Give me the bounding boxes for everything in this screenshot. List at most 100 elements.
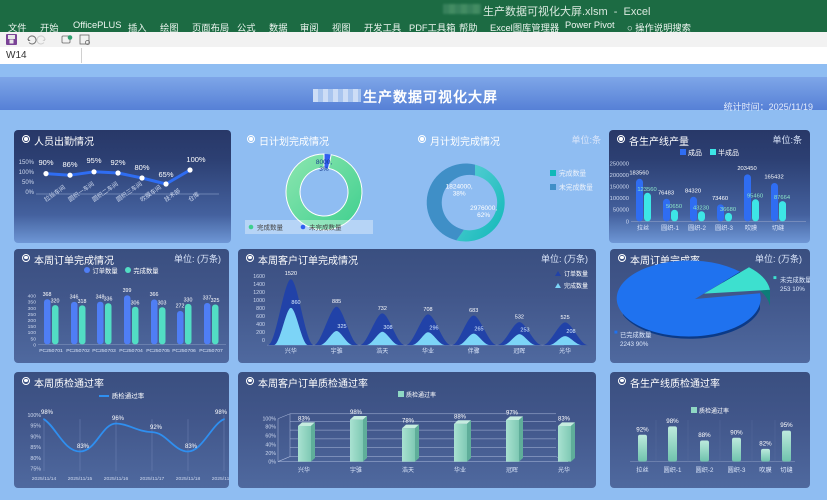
svg-text:92%: 92%: [110, 158, 125, 167]
svg-text:2025/11/16: 2025/11/16: [104, 476, 129, 482]
svg-text:732: 732: [378, 306, 387, 312]
svg-text:100000: 100000: [610, 196, 629, 202]
svg-text:圆织-3: 圆织-3: [728, 466, 746, 474]
svg-text:仓库: 仓库: [187, 190, 201, 203]
svg-text:62%: 62%: [477, 212, 490, 219]
svg-text:800: 800: [256, 306, 265, 312]
svg-text:宇骓: 宇骓: [331, 347, 343, 355]
svg-text:84320: 84320: [685, 189, 701, 195]
svg-text:100%: 100%: [27, 413, 41, 419]
svg-text:8000,: 8000,: [316, 159, 332, 166]
svg-text:885: 885: [332, 299, 341, 305]
svg-text:■: ■: [773, 275, 777, 281]
svg-text:PC250703: PC250703: [92, 348, 116, 354]
svg-text:1520: 1520: [285, 271, 297, 277]
svg-text:400: 400: [256, 322, 265, 328]
svg-text:1400: 1400: [253, 282, 265, 288]
svg-text:92%: 92%: [636, 426, 649, 433]
svg-text:兴华: 兴华: [285, 347, 297, 355]
svg-text:303: 303: [158, 300, 167, 306]
svg-text:未完成数量: 未完成数量: [780, 275, 810, 284]
svg-text:华业: 华业: [454, 466, 466, 474]
svg-text:100: 100: [28, 330, 37, 336]
svg-text:83%: 83%: [185, 444, 198, 450]
svg-text:2025/11/14: 2025/11/14: [32, 476, 57, 482]
svg-text:切缝: 切缝: [780, 466, 792, 474]
svg-text:86%: 86%: [62, 160, 77, 169]
svg-text:250000: 250000: [610, 162, 629, 168]
svg-text:95460: 95460: [747, 194, 763, 200]
svg-text:75%: 75%: [30, 466, 41, 472]
svg-text:350: 350: [28, 299, 37, 305]
svg-text:切缝: 切缝: [772, 224, 784, 232]
svg-text:325: 325: [211, 298, 220, 304]
svg-text:65%: 65%: [158, 170, 173, 179]
svg-text:318: 318: [78, 298, 87, 304]
svg-text:1000: 1000: [253, 298, 265, 304]
svg-text:■: ■: [614, 330, 618, 336]
svg-text:208: 208: [566, 329, 575, 335]
svg-text:336: 336: [104, 296, 113, 302]
svg-text:40%: 40%: [265, 442, 276, 448]
svg-text:PC250707: PC250707: [199, 348, 223, 354]
svg-text:308: 308: [383, 325, 392, 331]
svg-text:1200: 1200: [253, 290, 265, 296]
svg-text:95%: 95%: [86, 156, 101, 165]
svg-text:123560: 123560: [637, 187, 656, 193]
svg-text:400: 400: [28, 293, 37, 299]
svg-text:拉丝车间: 拉丝车间: [43, 183, 67, 203]
svg-text:2976000,: 2976000,: [470, 205, 497, 212]
svg-text:165432: 165432: [764, 175, 783, 181]
svg-text:50000: 50000: [613, 208, 629, 214]
svg-text:97%: 97%: [506, 410, 519, 416]
svg-text:兴华: 兴华: [298, 466, 310, 474]
svg-text:78%: 78%: [402, 418, 415, 424]
svg-text:399: 399: [123, 288, 132, 294]
svg-text:272: 272: [176, 303, 185, 309]
svg-text:76483: 76483: [658, 191, 674, 197]
svg-text:50: 50: [30, 336, 36, 342]
svg-text:88%: 88%: [698, 432, 711, 439]
svg-text:98%: 98%: [350, 410, 363, 416]
svg-text:拉丝: 拉丝: [636, 466, 648, 474]
svg-text:0%: 0%: [268, 459, 276, 465]
svg-text:圆织-3: 圆织-3: [715, 224, 733, 232]
svg-text:860: 860: [291, 300, 300, 306]
svg-text:吹膜: 吹膜: [759, 466, 771, 474]
svg-text:完成数量: 完成数量: [559, 169, 586, 178]
svg-text:拉丝: 拉丝: [637, 224, 649, 232]
svg-text:85%: 85%: [30, 445, 41, 451]
svg-text:300: 300: [28, 305, 37, 311]
svg-text:98%: 98%: [41, 410, 54, 416]
svg-text:80%: 80%: [30, 455, 41, 461]
svg-text:683: 683: [469, 308, 478, 314]
svg-text:光华: 光华: [559, 347, 571, 355]
svg-text:150: 150: [28, 324, 37, 330]
svg-text:2025/11/19: 2025/11/19: [212, 476, 229, 482]
svg-text:浩天: 浩天: [402, 466, 414, 474]
svg-text:253: 253: [520, 327, 529, 333]
svg-text:技术部: 技术部: [163, 187, 182, 204]
svg-text:0: 0: [262, 338, 265, 344]
svg-text:100%: 100%: [262, 416, 276, 422]
svg-text:圆织三车间: 圆织三车间: [115, 180, 144, 204]
svg-text:100%: 100%: [19, 170, 35, 176]
svg-text:200000: 200000: [610, 173, 629, 179]
svg-text:冠晖: 冠晖: [506, 467, 518, 474]
svg-text:87664: 87664: [774, 195, 791, 201]
svg-text:浩天: 浩天: [376, 347, 388, 355]
svg-text:73460: 73460: [712, 196, 728, 202]
svg-text:0%: 0%: [25, 190, 34, 196]
svg-text:圆织二车间: 圆织二车间: [91, 180, 120, 204]
svg-text:60%: 60%: [265, 433, 276, 439]
svg-text:150%: 150%: [19, 160, 35, 166]
svg-text:296: 296: [429, 325, 438, 331]
svg-text:83%: 83%: [558, 416, 571, 422]
svg-text:200: 200: [256, 330, 265, 336]
svg-text:20%: 20%: [265, 451, 276, 457]
svg-text:50%: 50%: [22, 180, 35, 186]
svg-text:冠晖: 冠晖: [513, 348, 525, 355]
svg-text:92%: 92%: [150, 425, 163, 431]
svg-text:98%: 98%: [215, 410, 228, 416]
svg-text:吹膜: 吹膜: [745, 224, 757, 232]
